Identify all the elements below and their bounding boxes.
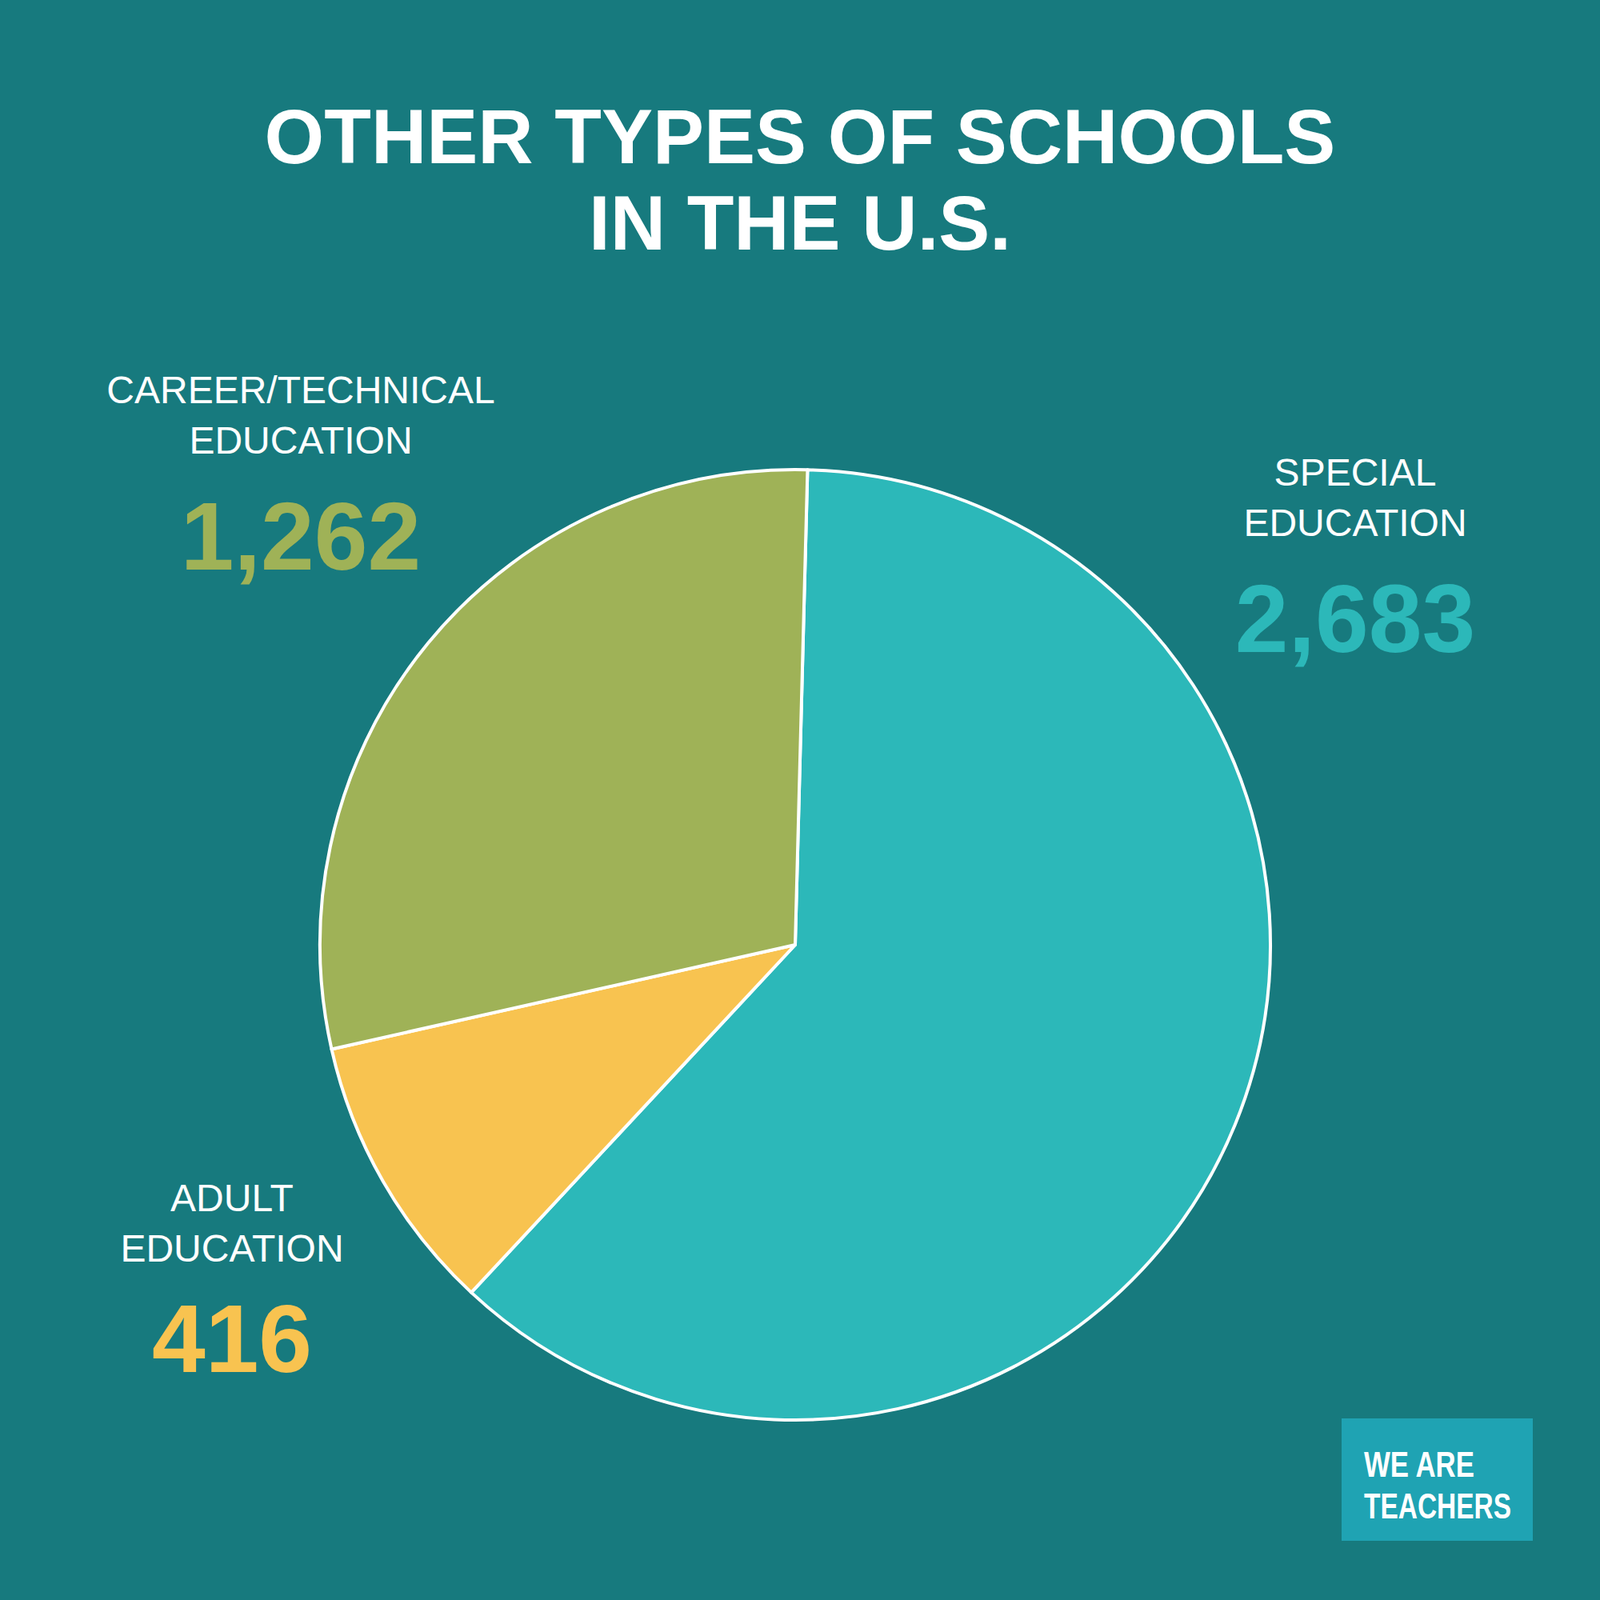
text-line: OTHER TYPES OF SCHOOLS: [264, 93, 1336, 180]
pie: [320, 469, 1271, 1420]
title: OTHER TYPES OF SCHOOLSIN THE U.S.: [264, 93, 1336, 266]
background: [0, 0, 1600, 1600]
data-label: 1,262: [180, 482, 421, 590]
logo-box: [1341, 1418, 1533, 1541]
category-label: CAREER/TECHNICAL EDUCATION: [106, 368, 495, 462]
text-line: EDUCATION: [1243, 501, 1467, 544]
text-line: IN THE U.S.: [588, 180, 1012, 266]
chart-canvas: OTHER TYPES OF SCHOOLSIN THE U.S. SPECIAL…: [0, 0, 1600, 1600]
category-label: SPECIAL EDUCATION: [1243, 451, 1467, 544]
text-line: TEACHERS: [1364, 1486, 1512, 1526]
text-line: SPECIAL: [1274, 451, 1437, 494]
data-label: 416: [152, 1284, 312, 1392]
text-line: WE ARE: [1364, 1444, 1475, 1484]
annotation: WE ARETEACHERS: [1364, 1444, 1512, 1526]
category-label: ADULT EDUCATION: [120, 1176, 344, 1270]
text-line: CAREER/TECHNICAL: [106, 368, 495, 412]
text-line: EDUCATION: [120, 1227, 344, 1270]
text-line: EDUCATION: [188, 419, 412, 462]
logo: WE ARETEACHERS: [1341, 1418, 1533, 1541]
text-line: ADULT: [170, 1176, 294, 1220]
data-label: 2,683: [1235, 564, 1476, 672]
